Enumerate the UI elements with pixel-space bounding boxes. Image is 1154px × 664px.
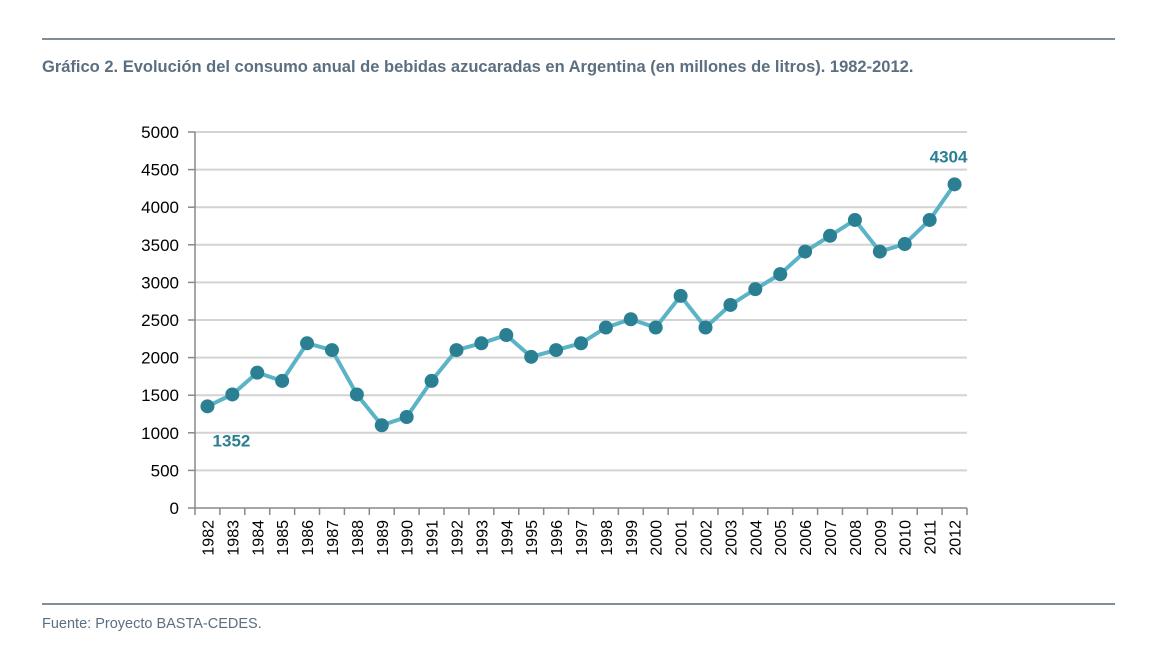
x-tick-label: 1995 bbox=[524, 520, 541, 556]
x-tick-label: 2009 bbox=[873, 520, 890, 556]
data-point bbox=[574, 336, 588, 351]
x-tick-label: 2006 bbox=[798, 520, 815, 556]
data-point bbox=[698, 320, 713, 335]
x-tick-label: 1991 bbox=[425, 520, 442, 556]
y-tick-label: 1000 bbox=[141, 424, 179, 443]
data-point bbox=[798, 244, 813, 259]
data-point bbox=[250, 365, 265, 380]
x-tick-label: 1987 bbox=[325, 520, 342, 556]
data-point bbox=[598, 320, 613, 335]
x-tick-label: 1989 bbox=[375, 520, 392, 556]
series-group bbox=[200, 177, 962, 433]
data-point bbox=[324, 343, 339, 358]
data-point bbox=[549, 343, 564, 358]
x-tick-label: 2005 bbox=[773, 520, 790, 556]
data-point bbox=[748, 282, 763, 297]
data-point bbox=[723, 297, 738, 312]
y-tick-label: 3000 bbox=[141, 273, 179, 292]
data-point bbox=[300, 336, 315, 351]
data-point bbox=[847, 212, 862, 227]
x-tick-label: 1986 bbox=[300, 520, 317, 556]
x-tick-label: 2000 bbox=[649, 520, 666, 556]
y-tick-label: 2500 bbox=[141, 311, 179, 330]
bottom-rule bbox=[42, 603, 1115, 605]
x-tick-label: 2007 bbox=[823, 520, 840, 556]
y-tick-label: 5000 bbox=[141, 123, 179, 142]
x-tick-label: 1994 bbox=[499, 520, 516, 556]
data-point bbox=[673, 288, 688, 303]
x-tick-label: 2004 bbox=[748, 520, 765, 556]
data-point bbox=[449, 343, 464, 358]
x-tick-label: 1997 bbox=[574, 520, 591, 556]
data-point bbox=[200, 399, 215, 414]
x-tick-label: 1988 bbox=[350, 520, 367, 556]
data-point bbox=[474, 336, 489, 351]
data-point bbox=[524, 349, 539, 364]
data-point bbox=[424, 373, 439, 388]
data-label: 4304 bbox=[930, 147, 968, 166]
x-tick-label: 1996 bbox=[549, 520, 566, 556]
x-tick-label: 1983 bbox=[225, 520, 242, 556]
data-label: 1352 bbox=[213, 431, 251, 450]
data-point bbox=[623, 312, 638, 327]
data-point bbox=[374, 418, 389, 433]
data-point bbox=[399, 410, 414, 425]
data-point bbox=[872, 244, 887, 259]
x-tick-label: 2002 bbox=[699, 520, 716, 556]
x-tick-label: 2008 bbox=[848, 520, 865, 556]
x-tick-label: 1985 bbox=[275, 520, 292, 556]
top-rule bbox=[42, 38, 1115, 40]
data-point bbox=[225, 387, 240, 402]
y-tick-label: 3500 bbox=[141, 236, 179, 255]
data-point bbox=[648, 320, 663, 335]
x-tick-label: 1993 bbox=[474, 520, 491, 556]
x-tick-label: 1992 bbox=[449, 520, 466, 556]
series-line bbox=[206, 183, 957, 428]
y-axis-ticks: 0 500 1000 1500 2000 2500 3000 3500 4000 4500 5000 bbox=[141, 123, 195, 518]
y-tick-label: 1500 bbox=[141, 386, 179, 405]
x-tick-label: 2011 bbox=[923, 520, 940, 555]
figure-title: Gráfico 2. Evolución del consumo anual d… bbox=[42, 58, 914, 76]
data-point bbox=[349, 387, 364, 402]
y-tick-label: 2000 bbox=[141, 349, 179, 368]
x-tick-label: 1982 bbox=[200, 520, 217, 556]
data-point bbox=[773, 267, 788, 282]
data-point bbox=[823, 228, 838, 243]
data-point bbox=[947, 177, 962, 192]
x-tick-label: 1998 bbox=[599, 520, 616, 556]
x-tick-label: 2003 bbox=[723, 520, 740, 556]
x-tick-label: 1990 bbox=[400, 520, 417, 556]
x-tick-label: 2012 bbox=[948, 520, 965, 556]
data-point bbox=[275, 373, 290, 388]
x-tick-label: 1999 bbox=[624, 520, 641, 556]
x-tick-label: 2010 bbox=[898, 520, 915, 556]
data-point bbox=[499, 328, 514, 343]
x-tick-label: 2001 bbox=[674, 520, 691, 556]
y-tick-label: 4000 bbox=[141, 198, 179, 217]
data-labels: 1352 4304 bbox=[213, 147, 968, 450]
x-tick-label: 1984 bbox=[250, 520, 267, 556]
y-tick-label: 0 bbox=[170, 499, 179, 518]
y-tick-label: 500 bbox=[151, 461, 179, 480]
x-axis-ticks: 1982 1983 1984 1985 1986 1987 1988 1989 1990 1991… bbox=[194, 508, 968, 556]
grid-lines bbox=[195, 131, 967, 472]
source-note: Fuente: Proyecto BASTA-CEDES. bbox=[42, 616, 262, 632]
y-tick-label: 4500 bbox=[141, 161, 179, 180]
data-point bbox=[922, 212, 937, 227]
data-point bbox=[897, 237, 912, 252]
